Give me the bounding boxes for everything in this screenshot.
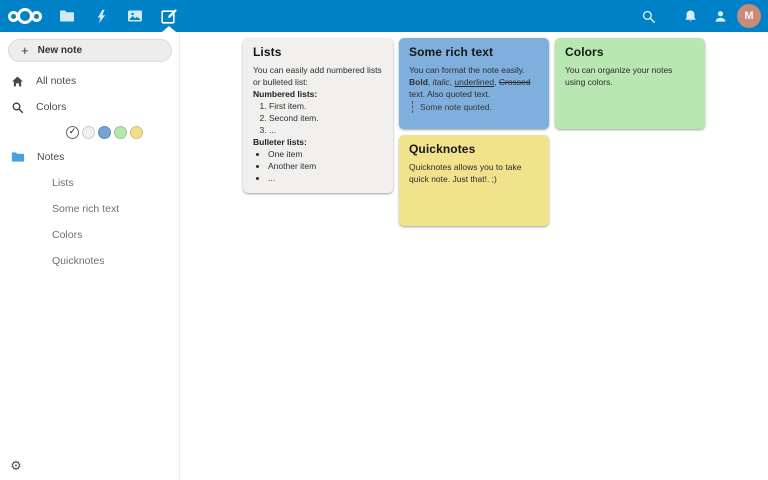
home-icon bbox=[12, 75, 23, 86]
note-title: Quicknotes bbox=[409, 142, 476, 156]
text-segment: You can format the note easily. bbox=[409, 65, 525, 75]
lightning-icon bbox=[97, 9, 105, 23]
note-body: You can format the note easily. Bold, it… bbox=[409, 64, 539, 113]
sidebar: + New note All notes Colors ✓ Notes bbox=[0, 32, 180, 480]
list-item: ... bbox=[268, 172, 383, 184]
app-menu bbox=[50, 0, 186, 32]
note-title: Lists bbox=[253, 45, 282, 59]
text-segment: text. Also quoted text. bbox=[409, 89, 491, 99]
bulleted-list: One item Another item ... bbox=[253, 148, 383, 184]
italic-text: italic bbox=[432, 77, 450, 87]
list-item: First item. bbox=[269, 100, 383, 112]
search-button[interactable] bbox=[634, 0, 662, 32]
sidebar-note-link-some-rich-text[interactable]: Some rich text bbox=[52, 203, 120, 215]
swatch-blue[interactable] bbox=[98, 125, 111, 139]
note-links-list: Lists Some rich text Colors Quicknotes bbox=[0, 170, 179, 274]
notes-board: Lists You can easily add numbered lists … bbox=[180, 32, 768, 480]
list-item: Another item bbox=[268, 160, 383, 172]
strikethrough-text: Crossed bbox=[498, 77, 531, 87]
sidebar-note-link-quicknotes[interactable]: Quicknotes bbox=[52, 255, 105, 267]
notes-group-label: Notes bbox=[37, 151, 65, 163]
sidebar-note-link-lists[interactable]: Lists bbox=[52, 177, 74, 189]
note-paragraph: You can easily add numbered lists or bul… bbox=[253, 65, 382, 87]
check-icon: ✓ bbox=[68, 126, 77, 137]
sidebar-nav: All notes Colors ✓ Notes Lists Some rich… bbox=[0, 68, 179, 274]
note-paragraph: Quicknotes allows you to take quick note… bbox=[409, 162, 522, 184]
contacts-icon bbox=[715, 10, 725, 22]
topbar: M bbox=[0, 0, 768, 32]
note-body: You can easily add numbered lists or bul… bbox=[253, 64, 383, 184]
swatch-any-checked[interactable]: ✓ bbox=[66, 125, 79, 139]
underlined-text: underlined bbox=[454, 77, 495, 87]
note-title: Colors bbox=[565, 45, 604, 59]
note-title: Some rich text bbox=[409, 45, 494, 59]
text-segment: , bbox=[427, 77, 433, 87]
new-note-button[interactable]: + New note bbox=[8, 39, 172, 62]
new-note-label: New note bbox=[37, 45, 83, 56]
list-item: One item bbox=[268, 148, 383, 160]
topbar-right: M bbox=[634, 0, 768, 32]
text-segment: , bbox=[494, 77, 499, 87]
note-pencil-icon bbox=[161, 9, 177, 24]
app-files-button[interactable] bbox=[50, 0, 84, 32]
bold-text: Bold bbox=[409, 77, 428, 87]
swatch-white[interactable] bbox=[82, 125, 95, 139]
note-card-quicknotes[interactable]: Quicknotes Quicknotes allows you to take… bbox=[399, 135, 549, 226]
image-icon bbox=[128, 10, 142, 22]
avatar[interactable]: M bbox=[737, 4, 761, 28]
folder-icon bbox=[60, 10, 74, 22]
note-card-some-rich-text[interactable]: Some rich text You can format the note e… bbox=[399, 38, 549, 129]
topbar-left bbox=[0, 0, 186, 32]
logo-circle-center bbox=[17, 8, 33, 24]
sidebar-item-notes-folder[interactable]: Notes bbox=[0, 144, 179, 170]
search-icon bbox=[642, 10, 655, 23]
board-column-2: Some rich text You can format the note e… bbox=[399, 38, 549, 226]
notifications-button[interactable] bbox=[676, 0, 704, 32]
settings-button[interactable]: ⚙ bbox=[8, 458, 24, 474]
note-blockquote: Some note quoted. bbox=[412, 101, 539, 113]
nextcloud-logo[interactable] bbox=[0, 8, 50, 24]
swatch-green[interactable] bbox=[114, 125, 127, 139]
numbered-list: First item. Second item. ... bbox=[253, 100, 383, 136]
note-card-colors[interactable]: Colors You can organize your notes using… bbox=[555, 38, 705, 129]
swatch-yellow[interactable] bbox=[130, 125, 143, 139]
note-body: You can organize your notes using colors… bbox=[565, 64, 695, 88]
plus-icon: + bbox=[21, 43, 29, 58]
sidebar-note-link-colors[interactable]: Colors bbox=[52, 229, 83, 241]
magnifier-icon bbox=[12, 102, 24, 113]
sidebar-item-all-notes[interactable]: All notes bbox=[0, 68, 179, 94]
app-quicknotes-button[interactable] bbox=[152, 0, 186, 32]
all-notes-label: All notes bbox=[36, 75, 77, 87]
note-paragraph: You can format the note easily. Bold, it… bbox=[409, 64, 539, 100]
board-column-3: Colors You can organize your notes using… bbox=[555, 38, 705, 129]
note-body: Quicknotes allows you to take quick note… bbox=[409, 161, 539, 185]
note-card-lists[interactable]: Lists You can easily add numbered lists … bbox=[243, 38, 393, 193]
list-item: ... bbox=[269, 124, 383, 136]
colors-filter-label: Colors bbox=[36, 101, 67, 113]
app-activity-button[interactable] bbox=[84, 0, 118, 32]
note-paragraph: You can organize your notes using colors… bbox=[565, 65, 673, 87]
contacts-button[interactable] bbox=[706, 0, 734, 32]
bell-icon bbox=[684, 10, 696, 21]
folder-icon bbox=[11, 152, 25, 162]
board-column-1: Lists You can easily add numbered lists … bbox=[243, 38, 393, 193]
color-filter-swatches: ✓ bbox=[0, 120, 179, 144]
list-item: Second item. bbox=[269, 112, 383, 124]
active-app-indicator bbox=[162, 26, 176, 32]
gear-icon: ⚙ bbox=[10, 458, 22, 474]
sidebar-item-colors[interactable]: Colors bbox=[0, 94, 179, 120]
note-subheading: Numbered lists: bbox=[253, 89, 318, 99]
app-gallery-button[interactable] bbox=[118, 0, 152, 32]
note-subheading: Bulleter lists: bbox=[253, 137, 307, 147]
text-segment: , bbox=[449, 77, 455, 87]
